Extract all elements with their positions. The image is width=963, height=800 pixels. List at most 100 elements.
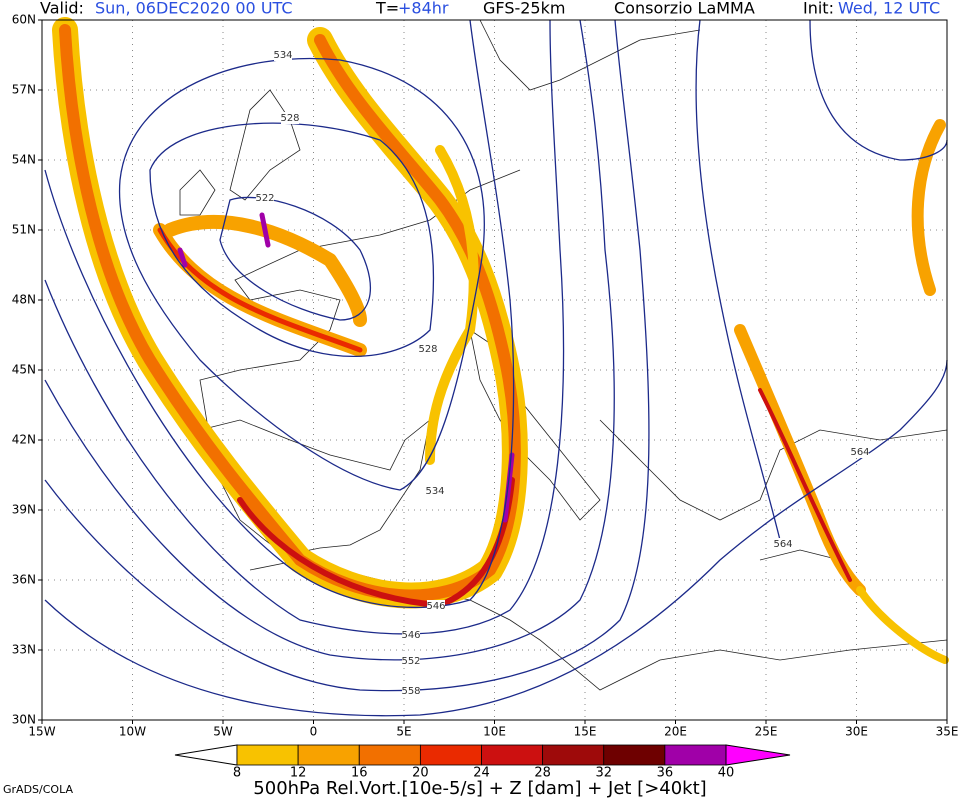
colorbar-box — [358, 744, 421, 766]
lon-label: 0 — [310, 725, 318, 739]
contour-label-bg — [426, 485, 444, 497]
contour-528 — [149, 122, 435, 357]
vort-ne-band — [911, 119, 946, 296]
lon-label: 20E — [664, 725, 687, 739]
vort-central-band — [425, 145, 479, 465]
vort-east-core — [758, 388, 852, 582]
colorbar-box — [481, 744, 544, 766]
lon-label: 15E — [574, 725, 597, 739]
iberia-coast — [199, 419, 431, 556]
contour-label: 534 — [273, 50, 292, 61]
lon-label: 25E — [755, 725, 778, 739]
vort-se-band — [856, 586, 949, 664]
contour-labels: 534 528 522 528 534 546 546 552 558 564 564 — [255, 49, 870, 697]
colorbar-tick-label: 12 — [290, 766, 307, 781]
contour-label-bg — [402, 685, 420, 697]
colorbar-tick-label: 16 — [351, 766, 368, 781]
lat-label: 51N — [12, 223, 36, 237]
britain-coast — [229, 89, 301, 201]
map-area: 534 528 522 528 534 546 546 552 558 564 564 60N 57N… — [12, 13, 959, 739]
colorbar-high-arrow — [725, 744, 791, 766]
france-coast — [199, 169, 521, 471]
contour-label: 546 — [426, 601, 445, 612]
colorbar-tick-label: 32 — [595, 766, 612, 781]
lon-label: 5W — [213, 725, 233, 739]
model-name: GFS-25km — [483, 0, 565, 18]
init-time: Wed, 12 UTC — [838, 0, 940, 18]
contour-label-bg — [256, 192, 274, 204]
contour-label: 564 — [773, 539, 792, 550]
colorbar-box — [236, 744, 299, 766]
height-contours — [44, 19, 948, 717]
contour-564 — [44, 359, 948, 717]
lon-label: 10E — [483, 725, 506, 739]
colorbar-box — [603, 744, 666, 766]
contour-label: 528 — [418, 344, 437, 355]
contour-label-bg — [774, 538, 792, 550]
footer-credit: GrADS/COLA — [3, 783, 73, 796]
lon-label: 15W — [28, 725, 55, 739]
crete-coast — [759, 549, 841, 561]
contour-558 — [44, 19, 650, 692]
contour-522 — [219, 196, 372, 321]
contour-540 — [44, 19, 515, 609]
lon-label: 30E — [845, 725, 868, 739]
contour-564-east — [695, 19, 781, 541]
colorbar-low-arrow — [174, 744, 238, 766]
map-title: 500hPa Rel.Vort.[10e-5/s] + Z [dam] + Je… — [253, 778, 706, 799]
lon-label: 5E — [396, 725, 411, 739]
contour-label-bg — [427, 600, 445, 612]
colorbar-tick-label: 28 — [534, 766, 551, 781]
contour-label-bg — [402, 629, 420, 641]
lat-label: 48N — [12, 293, 36, 307]
contour-label: 552 — [401, 656, 420, 667]
balkans-coast — [599, 419, 948, 521]
colorbar-tick-label: 8 — [233, 766, 241, 781]
init-label: Init: — [803, 0, 834, 18]
lat-label: 57N — [12, 83, 36, 97]
contour-label: 534 — [425, 486, 444, 497]
scandinavia-coast — [479, 19, 701, 91]
valid-label: Valid: — [40, 0, 84, 18]
lat-label: 30N — [12, 713, 36, 727]
ireland-coast — [179, 169, 216, 216]
contour-label-bg — [281, 112, 299, 124]
contour-ne — [809, 19, 948, 161]
contour-label: 564 — [850, 447, 869, 458]
contour-552 — [44, 19, 615, 661]
colorbar-tick-label: 36 — [657, 766, 674, 781]
lead-time: +84hr — [398, 0, 449, 18]
contour-label: 528 — [280, 113, 299, 124]
lon-label: 35E — [936, 725, 959, 739]
lat-label: 42N — [12, 433, 36, 447]
colorbar-box — [542, 744, 605, 766]
lat-label: 33N — [12, 643, 36, 657]
valid-date: Sun, 06DEC2020 00 UTC — [95, 0, 293, 18]
contour-label-bg — [402, 655, 420, 667]
contour-label-bg — [419, 343, 437, 355]
colorbar: 8 12 16 20 24 28 32 36 40 — [174, 744, 791, 781]
contour-label: 522 — [255, 193, 274, 204]
colorbar-tick-label: 20 — [412, 766, 429, 781]
lat-label: 45N — [12, 363, 36, 377]
vort-inner-core — [157, 227, 363, 353]
contour-label: 546 — [401, 630, 420, 641]
colorbar-box — [297, 744, 360, 766]
lat-label: 60N — [12, 13, 36, 27]
lat-label: 54N — [12, 153, 36, 167]
contour-label-bg — [274, 49, 292, 61]
colorbar-tick-label: 24 — [473, 766, 490, 781]
contour-label: 558 — [401, 686, 420, 697]
colorbar-box — [419, 744, 482, 766]
contour-label-bg — [851, 446, 869, 458]
colorbar-tick-label: 40 — [718, 766, 735, 781]
lat-label: 39N — [12, 503, 36, 517]
source-name: Consorzio LaMMA — [614, 0, 755, 18]
lead-label: T= — [375, 0, 399, 18]
vort-band-mid — [59, 24, 521, 602]
colorbar-box — [664, 744, 727, 766]
lat-label: 36N — [12, 573, 36, 587]
lon-label: 10W — [119, 725, 146, 739]
